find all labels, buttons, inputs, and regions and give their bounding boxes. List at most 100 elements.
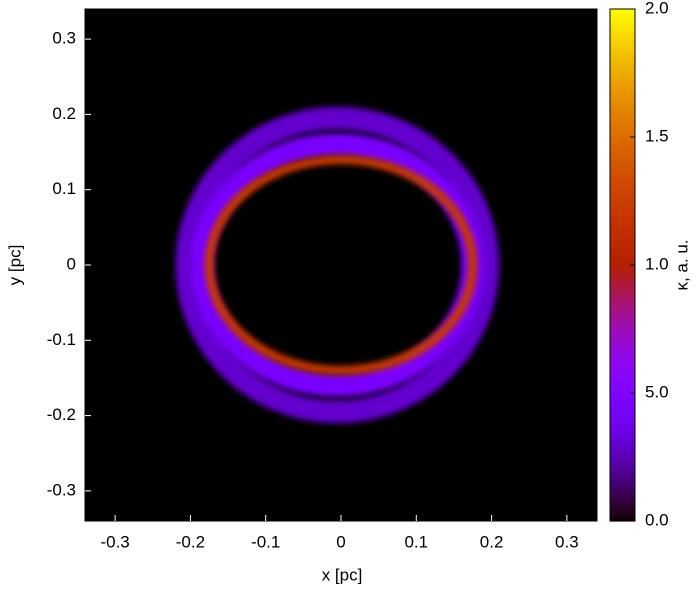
- colorbar-cell: [610, 393, 635, 398]
- colorbar-cell: [610, 353, 635, 358]
- colorbar-tick-label: 1.5: [645, 126, 669, 145]
- colorbar-cell: [610, 349, 635, 354]
- colorbar-cell: [610, 277, 635, 282]
- colorbar-tick-label: 2.0: [645, 0, 669, 17]
- colorbar-cell: [610, 149, 635, 154]
- colorbar-cell: [610, 213, 635, 218]
- colorbar-cell: [610, 93, 635, 98]
- colorbar-cell: [610, 121, 635, 126]
- colorbar-cell: [610, 341, 635, 346]
- ring: [175, 106, 500, 424]
- colorbar-cell: [610, 237, 635, 242]
- y-axis-label: y [pc]: [5, 245, 24, 286]
- colorbar-cell: [610, 177, 635, 182]
- y-tick-label: -0.2: [47, 405, 76, 424]
- colorbar-cell: [610, 313, 635, 318]
- x-tick-label: -0.1: [251, 532, 280, 551]
- colorbar-cell: [610, 265, 635, 270]
- colorbar-cell: [610, 505, 635, 510]
- x-tick-label: -0.3: [100, 532, 129, 551]
- colorbar-cell: [610, 73, 635, 78]
- colorbar-cell: [610, 181, 635, 186]
- colorbar-cell: [610, 417, 635, 422]
- colorbar-cell: [610, 333, 635, 338]
- colorbar-cell: [610, 453, 635, 458]
- colorbar-cell: [610, 77, 635, 82]
- colorbar-cell: [610, 257, 635, 262]
- colorbar-cell: [610, 205, 635, 210]
- x-tick-label: -0.2: [176, 532, 205, 551]
- colorbar-cell: [610, 133, 635, 138]
- colorbar-cell: [610, 309, 635, 314]
- colorbar-cell: [610, 465, 635, 470]
- colorbar-cell: [610, 501, 635, 506]
- colorbar-cell: [610, 445, 635, 450]
- colorbar-cell: [610, 301, 635, 306]
- y-tick-label: 0.2: [52, 104, 76, 123]
- colorbar-cell: [610, 405, 635, 410]
- colorbar-cell: [610, 21, 635, 26]
- colorbar-cell: [610, 101, 635, 106]
- colorbar-cell: [610, 125, 635, 130]
- colorbar-cell: [610, 61, 635, 66]
- colorbar-cell: [610, 217, 635, 222]
- colorbar-cell: [610, 377, 635, 382]
- plot-area: [85, 9, 597, 521]
- colorbar-cell: [610, 325, 635, 330]
- colorbar-cell: [610, 317, 635, 322]
- colorbar-cell: [610, 269, 635, 274]
- colorbar-cell: [610, 29, 635, 34]
- colorbar-cell: [610, 113, 635, 118]
- colorbar-cell: [610, 173, 635, 178]
- colorbar-cell: [610, 117, 635, 122]
- colorbar-cell: [610, 69, 635, 74]
- y-tick-label: -0.1: [47, 330, 76, 349]
- colorbar-cell: [610, 297, 635, 302]
- colorbar-cell: [610, 249, 635, 254]
- colorbar-cell: [610, 253, 635, 258]
- colorbar-cell: [610, 413, 635, 418]
- colorbar-cell: [610, 485, 635, 490]
- colorbar-cell: [610, 209, 635, 214]
- colorbar-label: κ, a. u.: [672, 239, 691, 290]
- colorbar-cell: [610, 481, 635, 486]
- colorbar-cell: [610, 37, 635, 42]
- y-tick-label: 0: [67, 254, 76, 273]
- colorbar-cell: [610, 397, 635, 402]
- colorbar-cell: [610, 409, 635, 414]
- colorbar-cell: [610, 241, 635, 246]
- colorbar-cell: [610, 441, 635, 446]
- x-tick-label: 0.2: [480, 532, 504, 551]
- colorbar-cell: [610, 489, 635, 494]
- colorbar-cell: [610, 477, 635, 482]
- colorbar-cell: [610, 385, 635, 390]
- colorbar-cell: [610, 369, 635, 374]
- y-tick-label: -0.3: [47, 480, 76, 499]
- colorbar-tick-label: 5.0: [645, 382, 669, 401]
- colorbar-cell: [610, 421, 635, 426]
- x-tick-label: 0.1: [404, 532, 428, 551]
- colorbar-cell: [610, 197, 635, 202]
- colorbar-cell: [610, 337, 635, 342]
- colorbar-cell: [610, 25, 635, 30]
- colorbar-cell: [610, 245, 635, 250]
- colorbar-cell: [610, 293, 635, 298]
- colorbar-cell: [610, 89, 635, 94]
- colorbar-cell: [610, 201, 635, 206]
- colorbar-cell: [610, 109, 635, 114]
- colorbar-cell: [610, 285, 635, 290]
- colorbar-cell: [610, 45, 635, 50]
- colorbar-cell: [610, 361, 635, 366]
- colorbar-cell: [610, 33, 635, 38]
- colorbar-cell: [610, 429, 635, 434]
- colorbar-cell: [610, 41, 635, 46]
- colorbar-cell: [610, 17, 635, 22]
- x-axis-label: x [pc]: [322, 565, 363, 584]
- colorbar-cell: [610, 497, 635, 502]
- colorbar-cell: [610, 185, 635, 190]
- colorbar-cell: [610, 145, 635, 150]
- colorbar-tick-label: 1.0: [645, 254, 669, 273]
- colorbar-cell: [610, 129, 635, 134]
- colorbar-cell: [610, 437, 635, 442]
